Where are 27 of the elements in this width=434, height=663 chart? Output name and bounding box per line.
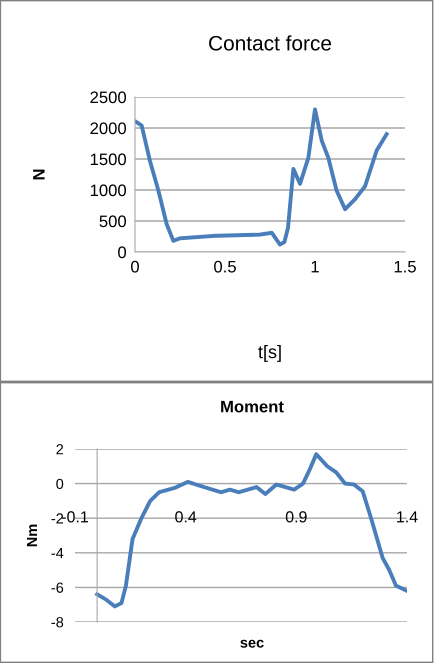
y-tick-label: 0 [56, 478, 64, 490]
y-tick-label: 1000 [90, 184, 126, 196]
x-tick-label: 0 [131, 260, 139, 273]
chart-title: Moment [221, 400, 284, 412]
chart-title: Contact force [209, 35, 332, 51]
x-tick-label: -0.1 [62, 511, 88, 522]
x-tick-label: 0.4 [175, 511, 196, 522]
y-tick-label: 2500 [90, 91, 126, 104]
x-tick-label: 1.4 [397, 511, 418, 522]
y-tick-label: -2 [51, 513, 64, 524]
x-tick-label: 1 [312, 260, 319, 272]
y-axis-title: N [33, 170, 45, 180]
line-series [135, 107, 389, 247]
y-tick-label: 2 [56, 444, 64, 454]
x-tick-label: 1.5 [394, 260, 416, 273]
y-tick-label: -8 [51, 617, 64, 628]
x-tick-label: 0.5 [214, 260, 236, 273]
y-tick-label: 0 [118, 246, 126, 258]
x-tick-label: 0.9 [286, 511, 307, 522]
x-axis-title: sec [240, 640, 264, 648]
y-tick-label: 500 [100, 215, 126, 228]
y-axis-title: Nm [26, 524, 37, 546]
y-tick-label: -6 [51, 582, 64, 593]
x-axis-title: t[s] [258, 345, 281, 362]
y-tick-label: 2000 [90, 122, 126, 134]
y-tick-label: 1500 [90, 153, 126, 166]
y-tick-label: -4 [51, 548, 64, 558]
